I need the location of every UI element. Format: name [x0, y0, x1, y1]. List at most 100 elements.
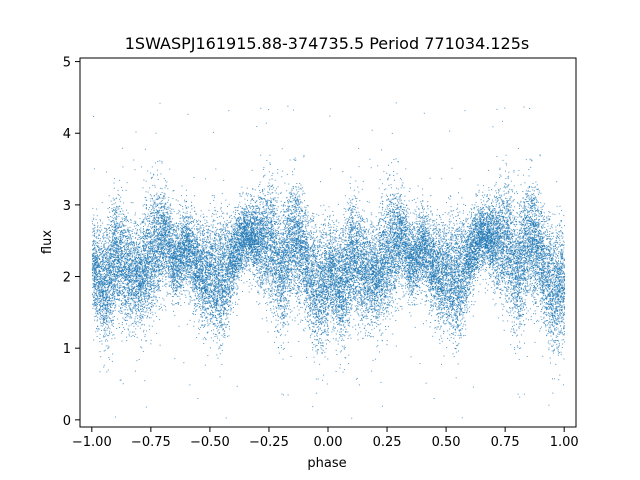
scatter-point — [384, 294, 385, 295]
scatter-point — [321, 247, 322, 248]
scatter-point — [308, 212, 309, 213]
scatter-point — [104, 365, 105, 366]
scatter-point — [480, 215, 481, 216]
scatter-point — [274, 342, 275, 343]
scatter-point — [462, 312, 463, 313]
scatter-point — [234, 282, 235, 283]
scatter-point — [355, 209, 356, 210]
scatter-point — [398, 189, 399, 190]
scatter-point — [547, 262, 548, 263]
scatter-point — [374, 240, 375, 241]
scatter-point — [168, 219, 169, 220]
scatter-point — [177, 272, 178, 273]
scatter-point — [292, 174, 293, 175]
scatter-point — [267, 192, 268, 193]
scatter-point — [153, 249, 154, 250]
scatter-point — [287, 106, 288, 107]
scatter-point — [426, 320, 427, 321]
scatter-point — [448, 273, 449, 274]
scatter-point — [563, 241, 564, 242]
scatter-point — [190, 320, 191, 321]
scatter-point — [126, 221, 127, 222]
scatter-point — [314, 263, 315, 264]
scatter-point — [508, 263, 509, 264]
scatter-point — [448, 251, 449, 252]
scatter-point — [548, 220, 549, 221]
scatter-point — [296, 214, 297, 215]
scatter-point — [427, 244, 428, 245]
scatter-point — [307, 233, 308, 234]
scatter-point — [143, 296, 144, 297]
scatter-point — [530, 195, 531, 196]
scatter-point — [283, 205, 284, 206]
scatter-point — [383, 251, 384, 252]
scatter-point — [408, 273, 409, 274]
scatter-point — [351, 299, 352, 300]
scatter-point — [296, 217, 297, 218]
scatter-point — [530, 263, 531, 264]
scatter-point — [377, 305, 378, 306]
scatter-point — [384, 235, 385, 236]
scatter-point — [557, 299, 558, 300]
scatter-point — [550, 322, 551, 323]
scatter-point — [320, 345, 321, 346]
scatter-point — [380, 256, 381, 257]
scatter-point — [519, 289, 520, 290]
scatter-point — [533, 289, 534, 290]
scatter-point — [178, 200, 179, 201]
scatter-point — [452, 269, 453, 270]
scatter-point — [351, 418, 352, 419]
scatter-point — [527, 238, 528, 239]
scatter-point — [218, 257, 219, 258]
scatter-point — [228, 273, 229, 274]
scatter-point — [237, 228, 238, 229]
scatter-point — [272, 175, 273, 176]
scatter-point — [507, 321, 508, 322]
scatter-point — [383, 285, 384, 286]
scatter-point — [122, 211, 123, 212]
scatter-point — [287, 294, 288, 295]
scatter-point — [526, 295, 527, 296]
scatter-point — [454, 271, 455, 272]
scatter-point — [93, 306, 94, 307]
scatter-point — [364, 211, 365, 212]
scatter-point — [250, 216, 251, 217]
scatter-point — [477, 277, 478, 278]
scatter-point — [189, 276, 190, 277]
scatter-point — [222, 193, 223, 194]
scatter-point — [109, 314, 110, 315]
scatter-point — [128, 251, 129, 252]
scatter-point — [120, 221, 121, 222]
scatter-point — [443, 333, 444, 334]
scatter-point — [279, 237, 280, 238]
scatter-point — [339, 368, 340, 369]
scatter-point — [525, 288, 526, 289]
scatter-point — [174, 294, 175, 295]
scatter-point — [561, 235, 562, 236]
scatter-point — [535, 213, 536, 214]
scatter-point — [396, 102, 397, 103]
scatter-point — [202, 246, 203, 247]
scatter-point — [290, 295, 291, 296]
scatter-point — [429, 310, 430, 311]
scatter-point — [388, 304, 389, 305]
scatter-point — [270, 310, 271, 311]
scatter-point — [234, 268, 235, 269]
scatter-point — [536, 205, 537, 206]
scatter-point — [348, 309, 349, 310]
scatter-point — [290, 265, 291, 266]
scatter-point — [296, 207, 297, 208]
scatter-point — [252, 188, 253, 189]
scatter-point — [505, 284, 506, 285]
scatter-point — [197, 233, 198, 234]
scatter-point — [473, 304, 474, 305]
scatter-point — [321, 330, 322, 331]
scatter-point — [105, 341, 106, 342]
scatter-point — [458, 192, 459, 193]
scatter-point — [520, 202, 521, 203]
scatter-point — [151, 282, 152, 283]
scatter-point — [509, 189, 510, 190]
scatter-point — [221, 211, 222, 212]
scatter-point — [261, 251, 262, 252]
scatter-point — [547, 259, 548, 260]
